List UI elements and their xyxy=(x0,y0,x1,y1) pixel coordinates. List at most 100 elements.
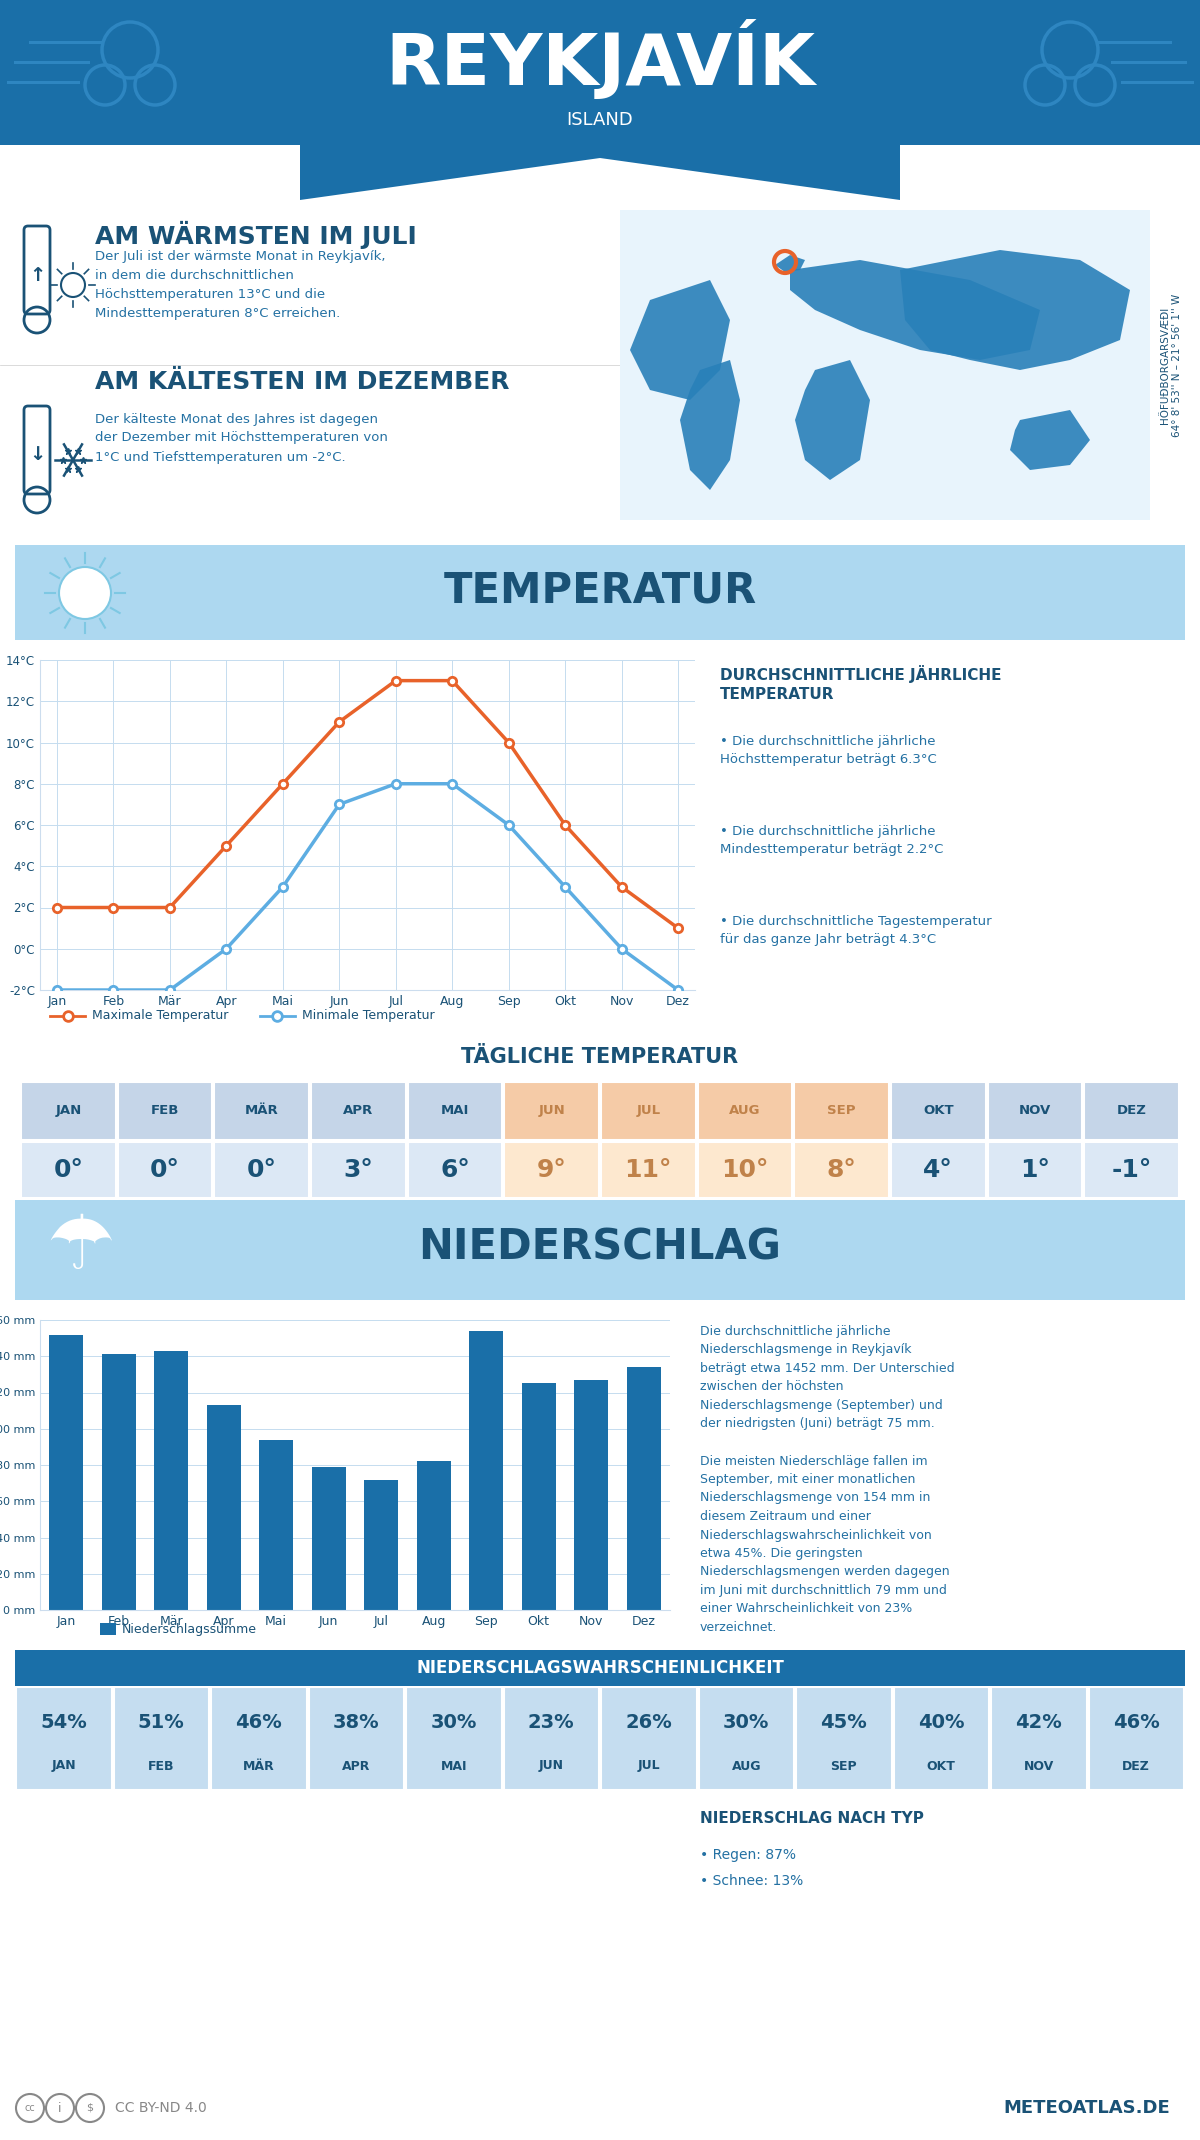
Text: OKT: OKT xyxy=(926,1759,955,1772)
Text: Der Juli ist der wärmste Monat in Reykjavík,
in dem die durchschnittlichen
Höchs: Der Juli ist der wärmste Monat in Reykja… xyxy=(95,250,385,321)
FancyBboxPatch shape xyxy=(620,210,1150,520)
Text: JUN: JUN xyxy=(539,1104,565,1117)
Text: Der kälteste Monat des Jahres ist dagegen
der Dezember mit Höchsttemperaturen vo: Der kälteste Monat des Jahres ist dagege… xyxy=(95,413,388,464)
Text: JUL: JUL xyxy=(637,1759,660,1772)
FancyBboxPatch shape xyxy=(890,1143,985,1198)
Text: ISLAND: ISLAND xyxy=(566,111,634,128)
Text: • Regen: 87%: • Regen: 87% xyxy=(700,1849,796,1862)
FancyBboxPatch shape xyxy=(114,1686,209,1789)
Polygon shape xyxy=(900,250,1130,370)
FancyBboxPatch shape xyxy=(215,1083,310,1141)
Text: AM KÄLTESTEN IM DEZEMBER: AM KÄLTESTEN IM DEZEMBER xyxy=(95,370,510,394)
FancyBboxPatch shape xyxy=(988,1143,1082,1198)
FancyBboxPatch shape xyxy=(406,1686,502,1789)
FancyBboxPatch shape xyxy=(22,1143,115,1198)
Polygon shape xyxy=(300,146,900,199)
Text: 3°: 3° xyxy=(343,1158,373,1181)
FancyBboxPatch shape xyxy=(7,1192,1193,1308)
Bar xyxy=(364,1479,398,1609)
Text: 30%: 30% xyxy=(431,1714,476,1733)
FancyBboxPatch shape xyxy=(697,1083,792,1141)
Text: 8°: 8° xyxy=(827,1158,857,1181)
FancyBboxPatch shape xyxy=(796,1686,892,1789)
Text: ↑: ↑ xyxy=(29,265,46,285)
Text: TÄGLICHE TEMPERATUR: TÄGLICHE TEMPERATUR xyxy=(462,1046,738,1068)
Bar xyxy=(626,1367,661,1609)
Text: 51%: 51% xyxy=(138,1714,185,1733)
Bar xyxy=(259,1440,293,1609)
Polygon shape xyxy=(790,259,1040,360)
Text: 9°: 9° xyxy=(536,1158,566,1181)
FancyBboxPatch shape xyxy=(991,1686,1086,1789)
Bar xyxy=(206,1406,241,1609)
FancyBboxPatch shape xyxy=(894,1686,989,1789)
FancyBboxPatch shape xyxy=(890,1083,985,1141)
Bar xyxy=(522,1382,556,1609)
FancyBboxPatch shape xyxy=(504,1143,599,1198)
FancyBboxPatch shape xyxy=(0,0,1200,146)
Text: TEMPERATUR: TEMPERATUR xyxy=(443,569,757,612)
Text: AUG: AUG xyxy=(730,1104,761,1117)
Text: AUG: AUG xyxy=(732,1759,761,1772)
Text: -1°: -1° xyxy=(1111,1158,1152,1181)
FancyBboxPatch shape xyxy=(211,1686,306,1789)
Text: 38%: 38% xyxy=(332,1714,379,1733)
Text: HÖFUÐBORGARSVÆÐI: HÖFUÐBORGARSVÆÐI xyxy=(1160,306,1170,424)
FancyBboxPatch shape xyxy=(504,1083,599,1141)
FancyBboxPatch shape xyxy=(1085,1143,1180,1198)
FancyBboxPatch shape xyxy=(794,1083,889,1141)
Text: 0°: 0° xyxy=(247,1158,277,1181)
FancyBboxPatch shape xyxy=(408,1083,503,1141)
Text: Maximale Temperatur: Maximale Temperatur xyxy=(92,1010,228,1023)
Polygon shape xyxy=(630,280,730,400)
Text: 64° 8' 53'' N – 21° 56' 1'' W: 64° 8' 53'' N – 21° 56' 1'' W xyxy=(1172,293,1182,437)
FancyBboxPatch shape xyxy=(601,1143,696,1198)
Text: REYKJAVÍK: REYKJAVÍK xyxy=(385,19,815,101)
Text: SEP: SEP xyxy=(828,1104,856,1117)
Bar xyxy=(102,1355,136,1609)
Text: 26%: 26% xyxy=(625,1714,672,1733)
Text: MAI: MAI xyxy=(440,1104,469,1117)
FancyBboxPatch shape xyxy=(22,1083,115,1141)
Text: • Die durchschnittliche jährliche
Höchsttemperatur beträgt 6.3°C: • Die durchschnittliche jährliche Höchst… xyxy=(720,734,937,766)
Polygon shape xyxy=(796,360,870,479)
Text: 4°: 4° xyxy=(923,1158,953,1181)
Text: • Die durchschnittliche Tagestemperatur
für das ganze Jahr beträgt 4.3°C: • Die durchschnittliche Tagestemperatur … xyxy=(720,916,991,946)
Bar xyxy=(154,1350,188,1609)
Text: Niederschlagssumme: Niederschlagssumme xyxy=(122,1622,257,1635)
FancyBboxPatch shape xyxy=(215,1143,310,1198)
FancyBboxPatch shape xyxy=(118,1143,212,1198)
Text: MÄR: MÄR xyxy=(245,1104,278,1117)
Text: 40%: 40% xyxy=(918,1714,965,1733)
FancyBboxPatch shape xyxy=(504,1686,599,1789)
Bar xyxy=(469,1331,503,1609)
Text: 46%: 46% xyxy=(1112,1714,1159,1733)
FancyBboxPatch shape xyxy=(14,1650,1186,1686)
Text: JAN: JAN xyxy=(52,1759,76,1772)
FancyBboxPatch shape xyxy=(601,1686,696,1789)
FancyBboxPatch shape xyxy=(1085,1083,1180,1141)
Bar xyxy=(574,1380,608,1609)
FancyBboxPatch shape xyxy=(311,1143,406,1198)
FancyBboxPatch shape xyxy=(311,1083,406,1141)
FancyBboxPatch shape xyxy=(794,1143,889,1198)
Text: MAI: MAI xyxy=(440,1759,467,1772)
Text: JAN: JAN xyxy=(55,1104,82,1117)
Bar xyxy=(416,1462,451,1609)
Text: DEZ: DEZ xyxy=(1117,1104,1147,1117)
Text: DURCHSCHNITTLICHE JÄHRLICHE
TEMPERATUR: DURCHSCHNITTLICHE JÄHRLICHE TEMPERATUR xyxy=(720,666,1002,702)
Text: 46%: 46% xyxy=(235,1714,282,1733)
Text: ↓: ↓ xyxy=(29,445,46,464)
Text: 42%: 42% xyxy=(1015,1714,1062,1733)
Text: 0°: 0° xyxy=(150,1158,180,1181)
FancyBboxPatch shape xyxy=(697,1143,792,1198)
Text: MÄR: MÄR xyxy=(242,1759,275,1772)
Text: 0°: 0° xyxy=(53,1158,83,1181)
Text: APR: APR xyxy=(343,1104,373,1117)
Bar xyxy=(312,1466,346,1609)
Text: NIEDERSCHLAG: NIEDERSCHLAG xyxy=(419,1226,781,1269)
Text: 1°: 1° xyxy=(1020,1158,1050,1181)
FancyBboxPatch shape xyxy=(698,1686,794,1789)
Text: ☂: ☂ xyxy=(46,1211,114,1284)
Text: i: i xyxy=(59,2101,61,2114)
